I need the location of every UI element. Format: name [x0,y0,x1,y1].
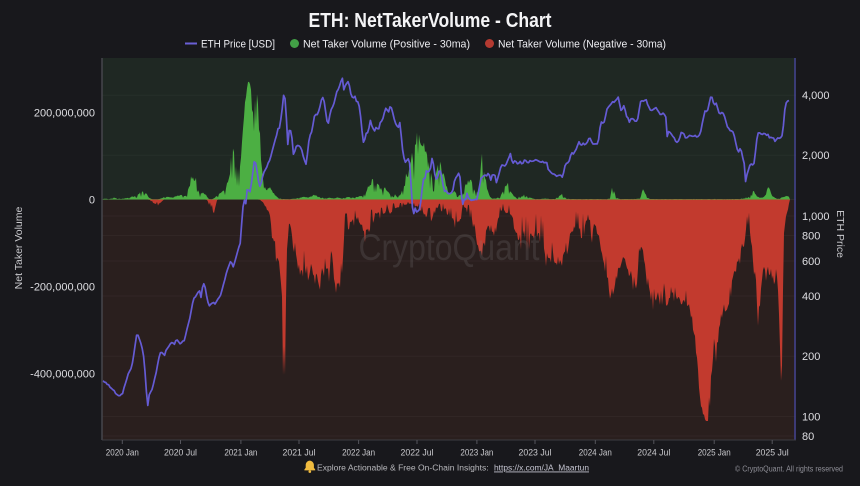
svg-text:-200,000,000: -200,000,000 [30,281,95,293]
svg-text:2020 Jul: 2020 Jul [164,448,197,458]
svg-text:80: 80 [802,431,814,443]
svg-text:2024 Jul: 2024 Jul [637,448,670,458]
svg-text:2023 Jul: 2023 Jul [519,448,552,458]
svg-text:2021 Jan: 2021 Jan [224,448,257,458]
svg-text:1,000: 1,000 [802,211,830,223]
svg-text:2,000: 2,000 [802,150,830,162]
svg-text:Explore Actionable & Free On-C: Explore Actionable & Free On-Chain Insig… [317,463,491,473]
svg-text:2025 Jul: 2025 Jul [756,448,789,458]
svg-text:Net Taker Volume (Positive - 3: Net Taker Volume (Positive - 30ma) [303,39,470,51]
svg-text:2022 Jul: 2022 Jul [401,448,434,458]
svg-text:2025 Jan: 2025 Jan [698,448,731,458]
svg-text:© CryptoQuant. All rights rese: © CryptoQuant. All rights reserved [735,465,843,474]
svg-text:200,000,000: 200,000,000 [34,107,95,119]
svg-text:100: 100 [802,411,820,423]
svg-text:4,000: 4,000 [802,90,830,102]
svg-text:400: 400 [802,291,820,303]
svg-text:ETH Price: ETH Price [834,210,846,258]
svg-text:CryptoQuant: CryptoQuant [359,227,541,268]
svg-text:ETH: NetTakerVolume - Chart: ETH: NetTakerVolume - Chart [309,9,552,32]
svg-text:https://x.com/JA_Maartun: https://x.com/JA_Maartun [494,463,589,473]
svg-text:Net Taker Volume (Negative - 3: Net Taker Volume (Negative - 30ma) [498,39,666,51]
svg-text:ETH Price [USD]: ETH Price [USD] [201,39,275,51]
svg-text:2021 Jul: 2021 Jul [283,448,316,458]
svg-text:2023 Jan: 2023 Jan [460,448,493,458]
svg-text:0: 0 [89,194,95,206]
svg-text:200: 200 [802,351,820,363]
svg-text:Net Taker Volume: Net Taker Volume [13,207,25,290]
svg-text:2020 Jan: 2020 Jan [106,448,139,458]
svg-text:2022 Jan: 2022 Jan [342,448,375,458]
svg-text:-400,000,000: -400,000,000 [30,368,95,380]
svg-text:600: 600 [802,256,820,268]
svg-text:2024 Jan: 2024 Jan [579,448,612,458]
svg-text:800: 800 [802,230,820,242]
